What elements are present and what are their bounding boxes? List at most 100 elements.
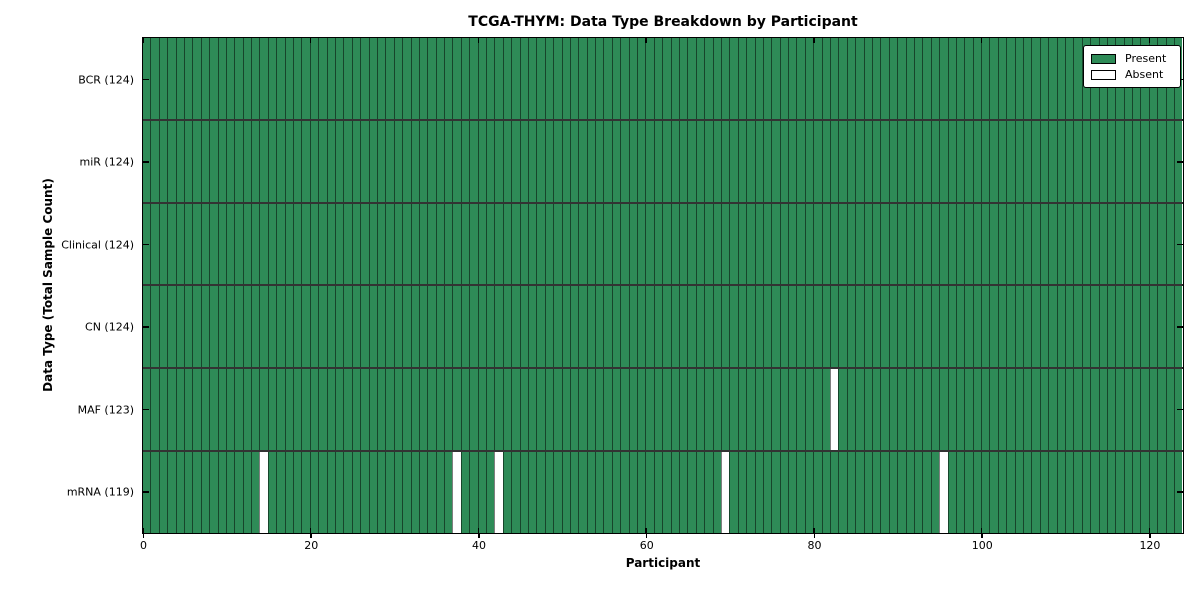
heatmap-cell-present (972, 452, 982, 533)
heatmap-cell-present (989, 286, 998, 368)
heatmap-cell-present (259, 369, 268, 451)
heatmap-cell-absent (939, 452, 948, 533)
heatmap-cell-present (410, 120, 419, 202)
heatmap-cell-present (603, 452, 612, 533)
heatmap-cell-present (569, 452, 579, 533)
heatmap-cell-present (301, 286, 310, 368)
heatmap-cell-present (871, 38, 881, 119)
heatmap-cell-present (1073, 286, 1082, 368)
heatmap-cell-present (1098, 203, 1107, 285)
heatmap-cell-present (1115, 203, 1124, 285)
heatmap-cell-present (997, 38, 1007, 119)
heatmap-cell-present (477, 38, 487, 119)
heatmap-cell-present (947, 286, 956, 368)
heatmap-cell-present (1014, 120, 1024, 202)
heatmap-cell-present (318, 203, 327, 285)
heatmap-cell-present (1073, 120, 1082, 202)
heatmap-cell-present (519, 203, 528, 285)
heatmap-cell-present (334, 120, 344, 202)
heatmap-cell-present (930, 286, 940, 368)
heatmap-cell-present (897, 203, 906, 285)
heatmap-cell-present (695, 369, 705, 451)
heatmap-cell-present (452, 369, 461, 451)
heatmap-cell-present (1106, 369, 1116, 451)
heatmap-cell-present (611, 286, 621, 368)
heatmap-cell-present (536, 286, 545, 368)
heatmap-cell-present (754, 286, 763, 368)
heatmap-cell-present (620, 286, 629, 368)
heatmap-cell-present (670, 452, 679, 533)
heatmap-cell-present (1123, 203, 1133, 285)
heatmap-cell-present (444, 38, 453, 119)
heatmap-cell-present (326, 286, 335, 368)
heatmap-cell-present (637, 203, 646, 285)
heatmap-cell-present (1140, 203, 1149, 285)
heatmap-row-cn (143, 284, 1183, 368)
heatmap-cell-present (637, 286, 646, 368)
heatmap-cell-present (939, 120, 948, 202)
heatmap-cell-present (771, 120, 780, 202)
heatmap-cell-present (368, 120, 377, 202)
heatmap-cell-present (662, 120, 671, 202)
heatmap-cell-present (972, 286, 982, 368)
legend-swatch-present (1091, 53, 1116, 64)
heatmap-cell-present (251, 369, 260, 451)
heatmap-cell-present (662, 38, 671, 119)
heatmap-cell-present (871, 452, 881, 533)
heatmap-cell-present (569, 369, 579, 451)
heatmap-cell-present (368, 203, 377, 285)
heatmap-cell-present (1014, 286, 1024, 368)
heatmap-cell-present (595, 120, 604, 202)
heatmap-cell-present (519, 452, 528, 533)
heatmap-cell-present (679, 203, 688, 285)
heatmap-cell-present (418, 38, 428, 119)
heatmap-cell-present (242, 369, 252, 451)
heatmap-cell-present (846, 286, 856, 368)
heatmap-cell-present (1048, 38, 1057, 119)
heatmap-cell-present (804, 203, 814, 285)
heatmap-cell-present (183, 452, 193, 533)
heatmap-cell-present (1064, 120, 1074, 202)
heatmap-cell-present (143, 38, 151, 119)
heatmap-cell-present (158, 203, 168, 285)
heatmap-cell-present (947, 369, 956, 451)
heatmap-cell-present (192, 38, 201, 119)
heatmap-cell-present (200, 369, 210, 451)
heatmap-cell-present (1031, 120, 1040, 202)
heatmap-cell-present (981, 38, 990, 119)
heatmap-cell-present (930, 38, 940, 119)
heatmap-cell-present (830, 120, 839, 202)
heatmap-cell-present (301, 203, 310, 285)
heatmap-cell-present (645, 38, 654, 119)
heatmap-cell-present (729, 452, 738, 533)
heatmap-cell-present (1106, 203, 1116, 285)
heatmap-cell-present (444, 452, 453, 533)
heatmap-cell-present (460, 369, 470, 451)
heatmap-cell-present (334, 286, 344, 368)
heatmap-cell-present (1106, 452, 1116, 533)
heatmap-cell-present (947, 452, 956, 533)
heatmap-cell-present (284, 452, 294, 533)
heatmap-cell-present (595, 203, 604, 285)
heatmap-cell-present (712, 452, 721, 533)
heatmap-cell-present (175, 286, 184, 368)
heatmap-cell-present (813, 369, 822, 451)
heatmap-cell-present (1165, 286, 1175, 368)
heatmap-cell-present (645, 369, 654, 451)
heatmap-cell-present (645, 120, 654, 202)
heatmap-cell-present (502, 452, 512, 533)
heatmap-cell-present (276, 120, 285, 202)
x-tick-label: 20 (304, 539, 319, 552)
heatmap-cell-present (276, 38, 285, 119)
heatmap-cell-present (628, 369, 638, 451)
heatmap-cell-present (469, 120, 478, 202)
heatmap-cell-present (670, 38, 679, 119)
heatmap-cell-present (1039, 203, 1049, 285)
heatmap-cell-present (225, 203, 235, 285)
heatmap-cell-present (1039, 38, 1049, 119)
heatmap-cell-present (494, 38, 503, 119)
heatmap-cell-present (452, 120, 461, 202)
heatmap-cell-present (477, 452, 487, 533)
heatmap-cell-present (326, 38, 335, 119)
heatmap-cell-present (351, 286, 361, 368)
